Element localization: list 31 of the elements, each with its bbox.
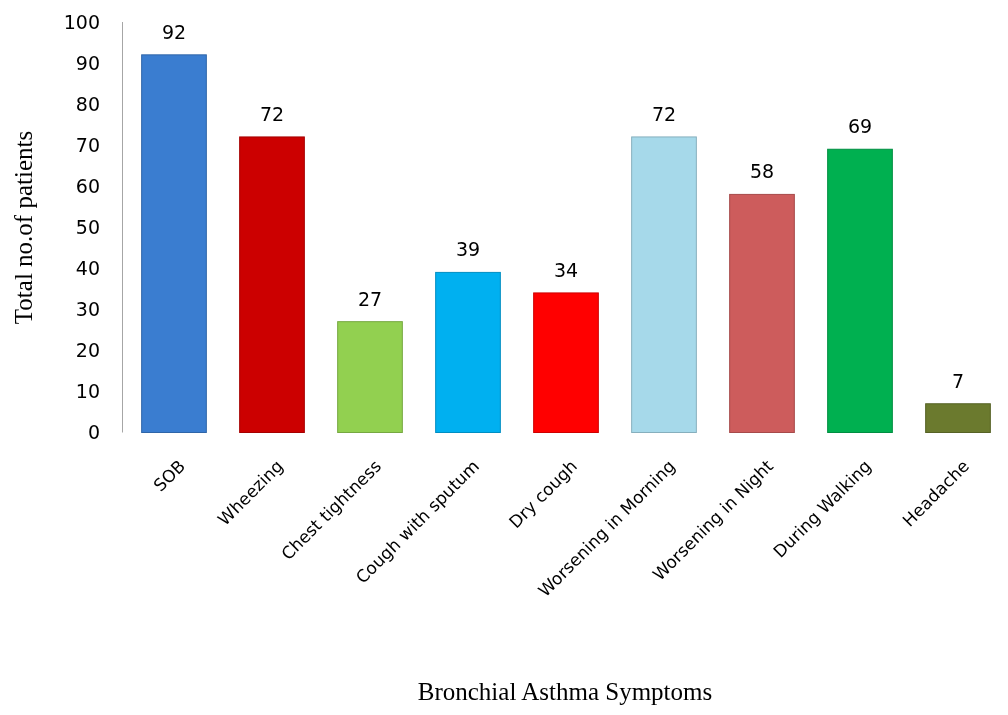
y-tick-label: 60 xyxy=(75,174,100,197)
y-tick-label: 10 xyxy=(75,380,100,403)
bar xyxy=(141,54,207,433)
y-tick-label: 50 xyxy=(75,215,100,238)
bar xyxy=(337,321,403,433)
data-label: 72 xyxy=(651,102,677,125)
bar xyxy=(827,148,893,433)
bar xyxy=(533,292,599,433)
bar xyxy=(925,403,991,433)
y-tick-label: 40 xyxy=(75,256,100,279)
y-tick-label: 80 xyxy=(75,92,100,115)
bar xyxy=(631,136,697,433)
data-label: 69 xyxy=(847,115,873,138)
y-axis-title: Total no.of patients xyxy=(10,130,37,325)
y-tick-label: 20 xyxy=(75,339,100,362)
data-label: 58 xyxy=(749,160,775,183)
data-label: 34 xyxy=(553,258,579,281)
data-label: 92 xyxy=(161,20,187,43)
bar xyxy=(729,193,795,433)
y-tick-label: 90 xyxy=(75,51,100,74)
data-label: 72 xyxy=(259,102,285,125)
data-label: 39 xyxy=(455,238,481,261)
y-tick-label: 70 xyxy=(75,133,100,156)
x-axis-title: Bronchial Asthma Symptoms xyxy=(417,678,713,705)
y-tick-label: 100 xyxy=(63,10,100,33)
data-label: 7 xyxy=(951,369,965,392)
data-label: 27 xyxy=(357,287,383,310)
bar xyxy=(435,271,501,433)
y-tick-label: 0 xyxy=(87,421,100,444)
y-tick-label: 30 xyxy=(75,298,100,320)
bar xyxy=(239,136,305,433)
